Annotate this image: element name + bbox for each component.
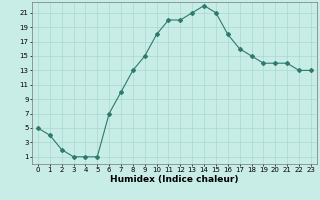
X-axis label: Humidex (Indice chaleur): Humidex (Indice chaleur) [110, 175, 239, 184]
